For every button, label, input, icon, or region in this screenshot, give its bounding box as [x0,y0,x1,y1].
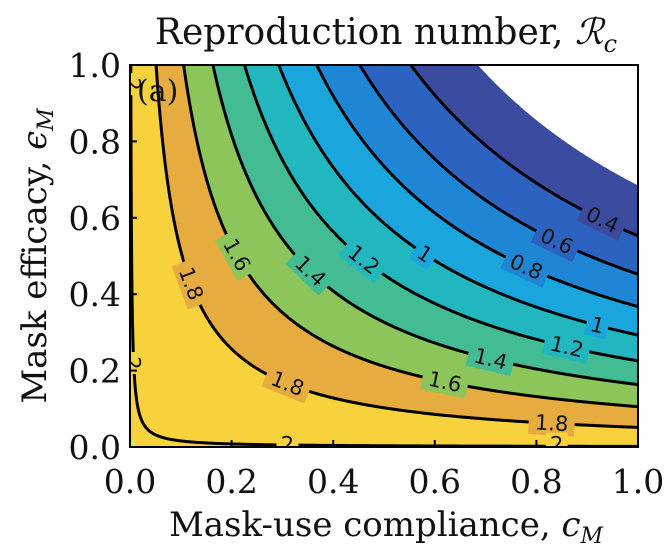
contour-label-group: 2 [545,432,568,457]
contour-label-gap [408,238,441,271]
contour-label-gap [215,229,259,281]
contour-line-1-6 [182,65,638,409]
contour-label: 2 [121,77,145,90]
x-axis-label: Mask-use compliance, cM [169,505,604,549]
contour-label: 2 [281,433,294,457]
y-tick-label: 0.6 [69,199,121,238]
x-tick-label: 1.0 [612,462,664,501]
contour-band-origin [130,440,137,447]
contour-label-group: 1.2 [541,330,592,364]
contour-label-group: 2 [121,351,145,374]
contour-line-0-8 [315,65,638,309]
y-axis-ticks: 0.0 0.2 0.4 0.6 0.8 1.0 [69,46,137,467]
contour-label: 2 [121,356,145,369]
x-tick-label: 0.8 [510,462,562,501]
contour-label-gap [545,432,568,447]
contour-label-group: 2 [121,73,145,96]
y-tick-label: 0.8 [69,122,121,161]
contour-label-gap [528,410,576,437]
contour-label-gap [420,365,470,399]
x-tick-label: 0.2 [205,462,257,501]
y-tick-label: 0.0 [69,428,121,467]
contour-label-gap [541,330,592,364]
contour-label-gap [130,73,145,96]
contour-line-1 [277,65,638,337]
contour-label-gap [261,364,314,404]
x-tick-label: 0.4 [307,462,359,501]
contour-label-gap [500,246,553,288]
contour-label-gap [338,236,390,284]
contour-label-gap [276,432,299,447]
y-axis-label: Mask efficacy, ϵM [15,108,59,404]
contour-label-gap [171,257,211,310]
x-tick-label: 0.6 [409,462,461,501]
contour-label-group: 1.6 [420,365,470,399]
x-tick-label: 0.0 [104,462,156,501]
panel-label: (a) [137,74,178,109]
y-tick-label: 0.2 [69,352,121,391]
contour-line-1-8 [154,65,638,429]
contour-label-gap [285,246,336,296]
plot-frame [129,64,639,448]
contour-label-gap [576,199,629,241]
y-tick-label: 1.0 [69,46,121,85]
contour-label-group: 0.6 [530,220,583,263]
x-axis-ticks: 0.0 0.2 0.4 0.6 0.8 1.0 [104,440,664,501]
contour-label: 2 [550,433,563,457]
contour-label-gap [130,351,145,374]
contour-label-group: 1 [583,311,612,340]
contour-label: 1 [588,312,607,339]
contour-label-gap [583,311,612,340]
contour-label-gap [530,220,583,263]
contour-label-gap [465,342,516,377]
chart-title: Reproduction number, ℛc [155,12,617,58]
contour-line-2 [130,65,638,447]
contour-label: 1.8 [534,410,569,436]
contour-label-group: 2 [276,432,299,457]
y-tick-label: 0.4 [69,275,121,314]
contour-label-group: 1.8 [528,410,576,437]
